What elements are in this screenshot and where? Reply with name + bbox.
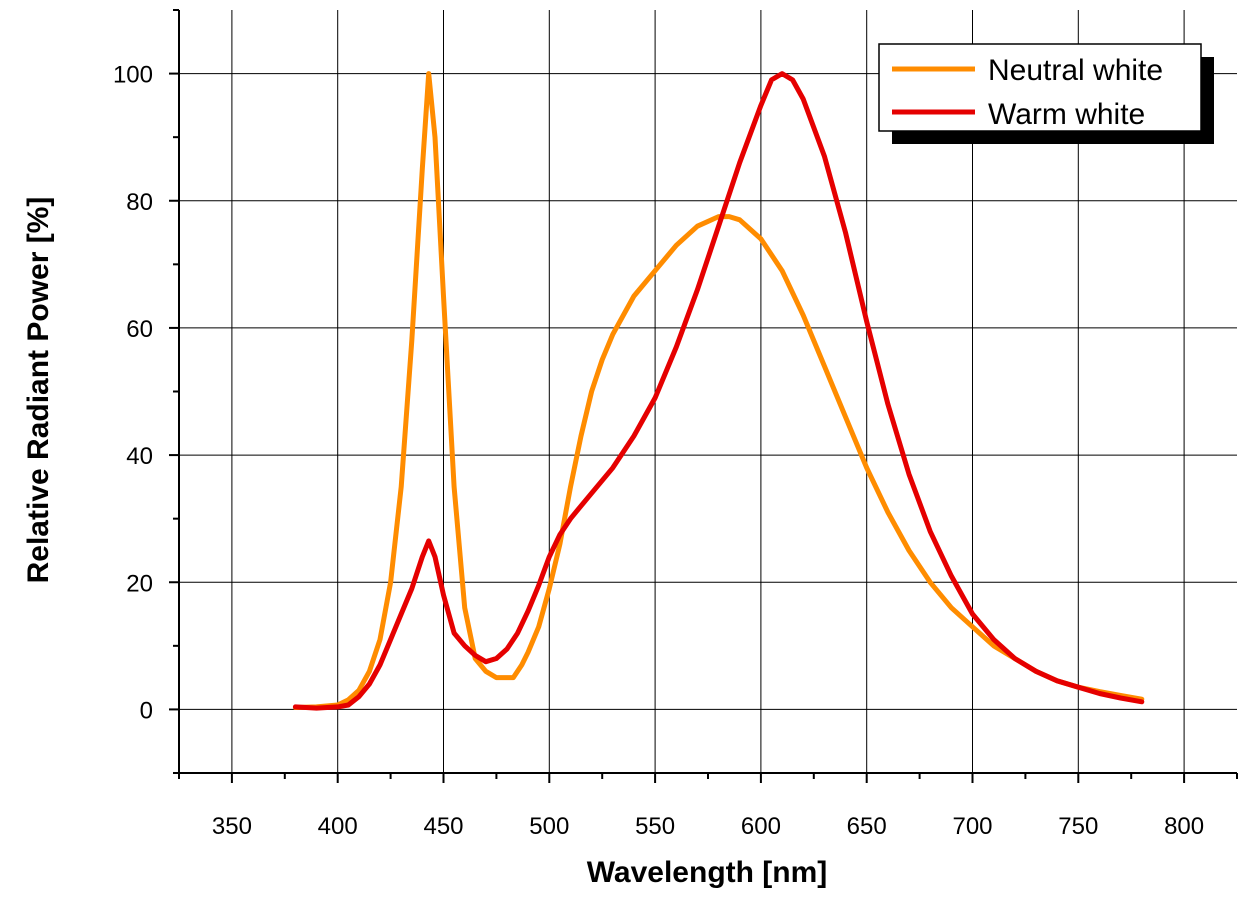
x-axis-title: Wavelength [nm] [587, 856, 828, 889]
legend-label-neutral-white: Neutral white [988, 54, 1163, 87]
x-tick-label: 650 [847, 813, 887, 840]
y-tick-label: 80 [126, 189, 153, 216]
legend-label-warm-white: Warm white [988, 98, 1145, 131]
x-tick-label: 500 [529, 813, 569, 840]
y-tick-label: 60 [126, 316, 153, 343]
series-layer [292, 71, 1145, 711]
series-line-neutral-white [292, 71, 1145, 710]
x-tick-label: 700 [952, 813, 992, 840]
tick-labels: 350 400 450 500 550 600 650 700 750 800 0 20 40 60 80 1… [113, 62, 1204, 840]
y-tick-label: 40 [126, 443, 153, 470]
x-tick-label: 600 [741, 813, 781, 840]
y-tick-label: 0 [140, 697, 153, 724]
axes [169, 9, 1238, 783]
x-tick-label: 750 [1058, 813, 1098, 840]
series-line-warm-white [292, 71, 1145, 711]
y-axis-title: Relative Radiant Power [%] [22, 197, 55, 584]
y-tick-label: 100 [113, 62, 153, 89]
x-tick-label: 550 [635, 813, 675, 840]
x-tick-label: 450 [423, 813, 463, 840]
x-tick-label: 800 [1164, 813, 1204, 840]
y-tick-label: 20 [126, 570, 153, 597]
legend-box [878, 43, 1202, 132]
x-tick-label: 350 [212, 813, 252, 840]
legend: Neutral white Warm white [878, 43, 1214, 144]
x-tick-label: 400 [318, 813, 358, 840]
